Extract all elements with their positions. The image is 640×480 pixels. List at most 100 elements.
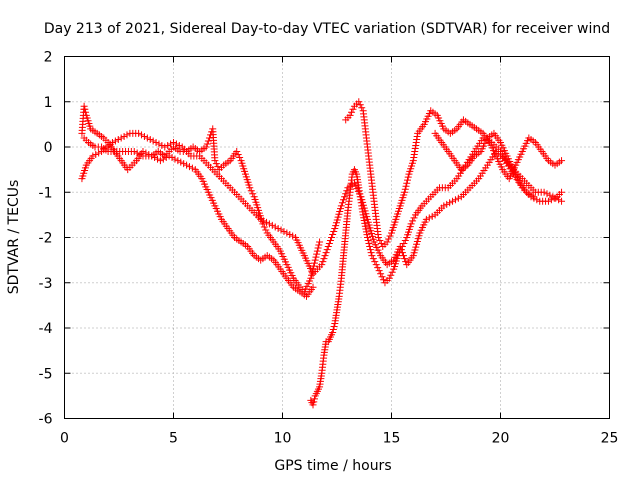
data-point	[555, 196, 563, 204]
data-point	[311, 256, 319, 264]
data-point	[328, 234, 336, 241]
data-point	[214, 163, 222, 171]
data-point	[183, 161, 191, 169]
data-point	[114, 135, 122, 143]
data-point	[257, 215, 265, 223]
ticks-layer	[64, 56, 610, 419]
data-point	[309, 283, 317, 291]
data-point	[161, 143, 169, 151]
data-point	[120, 132, 128, 140]
data-point	[401, 255, 409, 263]
data-point	[95, 149, 103, 157]
x-axis-title: GPS time / hours	[274, 458, 391, 474]
data-point	[246, 184, 254, 192]
data-point	[177, 158, 185, 166]
data-point	[321, 252, 329, 260]
data-point	[111, 137, 119, 145]
data-point	[366, 243, 374, 251]
x-tick-label: 20	[492, 431, 510, 447]
data-point	[337, 202, 345, 210]
data-point	[365, 240, 373, 248]
data-point	[149, 137, 157, 145]
data-point	[530, 194, 538, 202]
data-point	[386, 232, 394, 240]
data-point	[212, 160, 220, 168]
data-point	[451, 196, 459, 204]
data-point	[236, 154, 244, 162]
data-point	[543, 190, 551, 198]
data-point	[81, 105, 89, 113]
x-tick-label: 25	[601, 431, 619, 447]
data-point	[546, 191, 554, 199]
data-point	[259, 220, 267, 228]
data-point	[202, 143, 210, 151]
data-point	[133, 149, 141, 157]
data-point	[446, 199, 454, 207]
data-point	[398, 243, 406, 251]
grid-layer	[64, 56, 610, 419]
series-track-f	[431, 129, 537, 201]
data-point	[364, 234, 372, 241]
data-point	[233, 148, 241, 156]
data-point	[375, 267, 383, 275]
data-point	[263, 218, 271, 226]
data-point	[271, 223, 279, 231]
data-point	[540, 188, 548, 196]
data-layer	[78, 98, 566, 409]
data-point	[313, 247, 321, 255]
data-point	[92, 151, 100, 159]
data-point	[377, 240, 385, 248]
data-point	[407, 220, 415, 228]
data-point	[203, 140, 211, 148]
data-point	[320, 255, 328, 263]
data-point	[152, 138, 160, 146]
data-point	[388, 268, 396, 276]
data-point	[558, 197, 566, 205]
data-point	[168, 154, 176, 162]
data-point	[188, 164, 196, 172]
data-point	[329, 326, 337, 334]
data-point	[558, 188, 566, 196]
data-point	[376, 237, 384, 245]
data-point	[330, 322, 338, 330]
data-point	[204, 137, 212, 145]
data-point	[342, 190, 350, 198]
data-point	[533, 196, 541, 204]
data-point	[385, 235, 393, 243]
y-tick-label: 2	[44, 50, 53, 66]
data-point	[349, 105, 357, 113]
data-point	[146, 135, 154, 143]
data-point	[117, 134, 125, 142]
data-point	[260, 223, 268, 231]
data-point	[544, 197, 552, 205]
data-point	[315, 241, 323, 249]
data-point	[367, 249, 375, 257]
data-point	[319, 258, 327, 266]
chart-title: Day 213 of 2021, Sidereal Day-to-day VTE…	[44, 21, 610, 37]
data-point	[343, 187, 351, 195]
data-point	[313, 250, 321, 258]
data-point	[185, 163, 193, 171]
data-point	[310, 259, 318, 267]
data-point	[172, 140, 180, 148]
y-tick-label: -4	[39, 321, 53, 337]
y-tick-label: 1	[44, 95, 53, 111]
data-point	[171, 155, 179, 163]
data-point	[135, 129, 143, 137]
data-point	[356, 101, 364, 109]
data-point	[378, 273, 386, 281]
series-track-e	[342, 98, 566, 251]
data-point	[454, 194, 462, 202]
data-point	[80, 102, 88, 110]
data-point	[368, 252, 376, 260]
y-tick-label: -6	[39, 412, 53, 428]
data-point	[136, 151, 144, 159]
data-point	[151, 154, 159, 162]
data-point	[260, 217, 268, 225]
data-point	[383, 238, 391, 246]
data-point	[268, 221, 276, 229]
data-point	[314, 244, 322, 252]
